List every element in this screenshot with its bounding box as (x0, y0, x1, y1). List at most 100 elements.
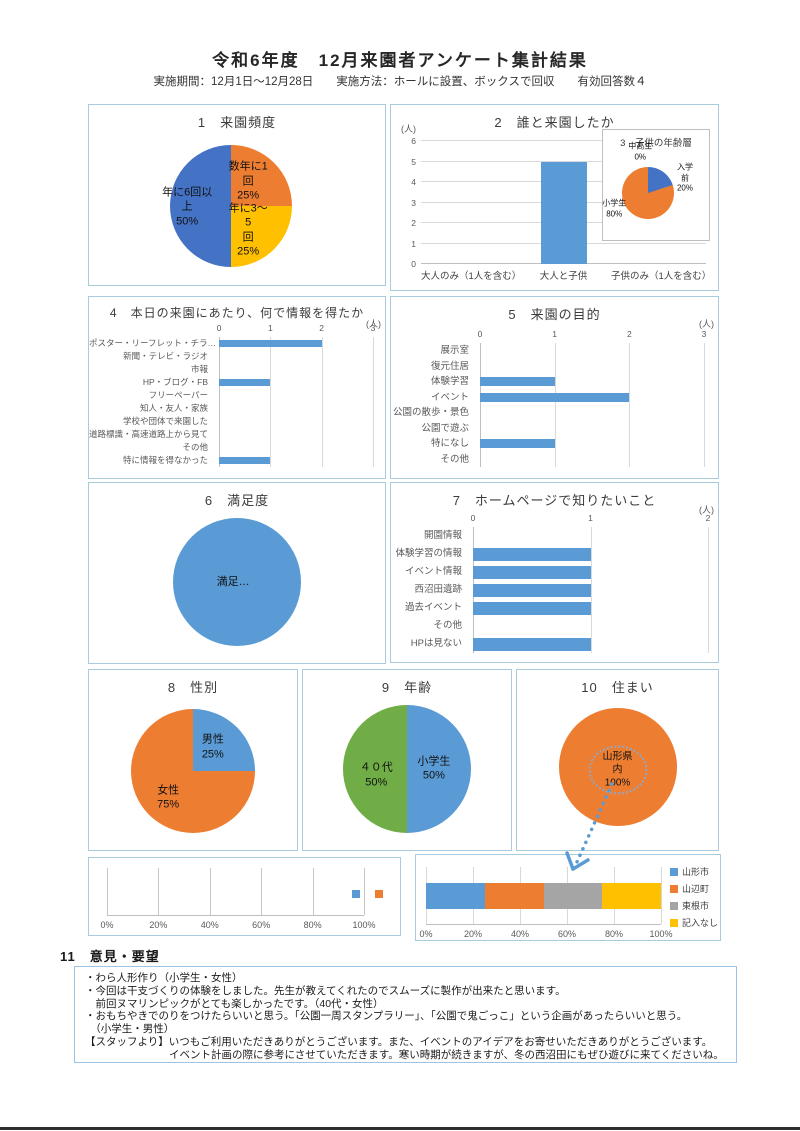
x-axis-tick-label: 1 (588, 513, 593, 523)
category-labels: 開園情報 体験学習の情報 イベント情報 西沼田遺跡 過去イベント その他 HPは見ない (391, 527, 469, 653)
category-label: 展示室 (440, 345, 469, 356)
gridline (321, 337, 323, 467)
gridline (421, 160, 706, 162)
opinion-line: 前回ヌマリンピックがとても楽しかったです。（40代・女性） (85, 997, 384, 1010)
gridline (209, 868, 211, 915)
x-axis-category-label: 大人のみ（1人を含む） (421, 271, 522, 282)
category-label: イベント情報 (404, 566, 462, 577)
pie: 小学生 50% ４０代 50% (343, 705, 471, 833)
bar (473, 637, 591, 651)
pie: 山形県内 100% (558, 708, 677, 827)
opinions-box: ・わら人形作り（小学生・女性） ・今回は干支づくりの体験をしました。先生が教えて… (74, 966, 737, 1063)
chart-title: 9 年齢 (381, 680, 433, 695)
chart-title: 1 来園頻度 (197, 115, 277, 130)
category-label: 体験学習の情報 (395, 548, 462, 559)
category-label: ポスター・リーフレット・チラ… (89, 338, 216, 348)
gridline (261, 868, 263, 915)
opinions-heading: 11 意見・要望 (60, 949, 160, 964)
legend-item: 記入なし (670, 914, 718, 931)
category-label: 西沼田遺跡 (414, 584, 462, 595)
pie: 男性 25% 女性 75% (131, 708, 255, 833)
legend-label: 山辺町 (682, 884, 710, 894)
gridline (364, 868, 365, 915)
chart-8-gender: 8 性別男性 25% 女性 75% (88, 669, 298, 851)
y-axis-tick-label: 1 (411, 238, 416, 249)
stacked-bar-segment (426, 882, 485, 909)
bar (219, 340, 322, 347)
legend-marker (352, 889, 361, 898)
chart-title: 2 誰と来園したか (494, 115, 615, 130)
x-axis-tick-label: 1 (552, 329, 558, 339)
gridline (704, 343, 705, 467)
opinion-line: 【スタッフより】いつもご利用いただきありがとうございます。また、イベントのアイデ… (85, 1035, 713, 1048)
chart-title: 5 来園の目的 (508, 307, 601, 322)
opinion-line: ・今回は干支づくりの体験をしました。先生が教えてくれたのでスムーズに製作が出来た… (85, 984, 566, 997)
x-axis-tick-label: 20% (149, 920, 168, 930)
pie: 満足… (173, 518, 301, 646)
category-label: 市報 (190, 364, 208, 374)
legend-swatch (670, 918, 678, 927)
stacked-plot-area: 0% 20% 40% 60% 80% 100% (419, 867, 673, 939)
opinion-line: （小学生・男性） (85, 1023, 175, 1036)
pie-slice-label: 男性 25% (201, 733, 224, 761)
y-axis-tick-label: 3 (411, 197, 416, 208)
category-label: HP・ブログ・FB (142, 377, 208, 387)
category-label: 特に情報を得なかった (122, 455, 208, 465)
pie-slice-label: 小学生 50% (417, 755, 451, 782)
category-label: フリーペーパー (148, 390, 208, 400)
gridline (219, 337, 220, 467)
axis-unit-label: (人) (401, 124, 416, 134)
legend: 山形市 山辺町 東根市 記入なし (670, 863, 718, 931)
gridline (158, 868, 160, 915)
pie: 中高生 0% 入学前 20% 小学生 80% (602, 142, 693, 219)
y-axis-tick-label: 5 (411, 156, 416, 167)
pie-slice-label: 山形県内 100% (588, 745, 647, 795)
bar (473, 601, 591, 615)
bar (473, 583, 591, 597)
category-label: 特になし (430, 438, 469, 449)
bar (473, 547, 591, 561)
category-label: 学校や団体で来園した (122, 416, 208, 426)
pie-slice-label: 女性 75% (157, 784, 180, 812)
pie-slice-label: 数年に1回 25% (228, 160, 268, 202)
bar-plot-area: 0 1 2 (471, 513, 710, 653)
bar (480, 392, 630, 402)
category-label: 復元住居 (430, 360, 469, 372)
gridline (480, 343, 481, 467)
chart-title: 6 満足度 (204, 493, 270, 508)
pie-slice-label: 年に3～5 回 25% (228, 202, 268, 258)
axis-unit-label: (人) (366, 319, 381, 329)
gridline (373, 337, 374, 467)
x-axis-tick-label: 80% (303, 920, 322, 930)
category-label: 公園で遊ぶ (421, 422, 469, 434)
chart-9-age: 9 年齢小学生 50% ４０代 50% (302, 669, 512, 851)
x-axis-tick-label: 0 (216, 323, 222, 333)
category-label: その他 (433, 620, 462, 631)
bar (473, 565, 591, 579)
chart-4-info-source: 4 本日の来園にあたり、何で情報を得たか (人) 0 1 2 3 ポスター・リーフレット・チ… (88, 296, 386, 479)
page-subtitle: 実施期間：12月1日～12月28日 実施方法：ホールに設置、ボックスで回収 有効… (153, 76, 647, 88)
pie-slice-label: 満足… (216, 575, 250, 588)
x-axis-tick-label: 0% (419, 929, 433, 939)
x-axis-tick-label: 40% (200, 920, 219, 930)
category-label: その他 (440, 453, 469, 465)
y-axis-tick-label: 2 (411, 218, 416, 229)
bar (480, 377, 555, 387)
category-label: 新聞・テレビ・ラジオ (123, 351, 208, 361)
pie-slice-label: 中高生 0% (628, 141, 653, 162)
x-axis-tick-label: 60% (557, 929, 577, 939)
chart-title: 8 性別 (167, 680, 219, 695)
bar-plot-area: 0 1 2 3 (217, 323, 375, 467)
x-axis-category-label: 子供のみ（1人を含む） (611, 271, 712, 282)
x-axis-tick-label: 0 (470, 513, 476, 523)
stacked-bar (426, 882, 661, 909)
category-label: 体験学習 (430, 376, 469, 387)
legend-item: 山辺町 (670, 880, 718, 897)
y-axis-tick-label: 4 (411, 177, 416, 188)
y-axis-tick-label: 0 (411, 259, 416, 269)
stacked-bar-segment (484, 882, 544, 909)
bar (219, 457, 271, 464)
pie-slice-label: 入学前 20% (676, 162, 693, 193)
pie: 数年に1回 25% 年に3～5 回 25% 年に6回以 上 50% (162, 144, 293, 267)
